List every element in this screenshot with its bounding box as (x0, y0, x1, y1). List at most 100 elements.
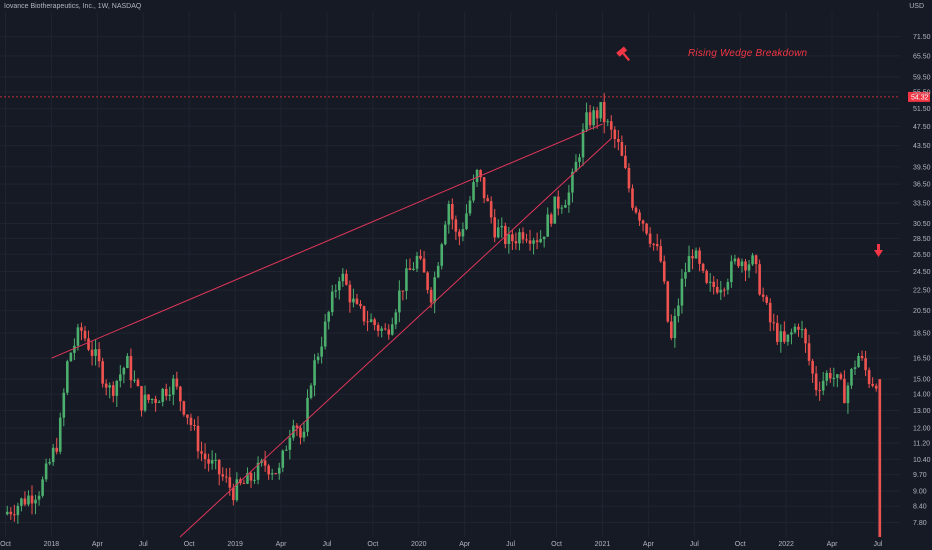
candle-body (617, 139, 620, 142)
candle-body (270, 473, 274, 475)
candle-body (108, 385, 112, 388)
candle-body (737, 258, 740, 267)
candle-body (571, 171, 574, 193)
candle-body (210, 460, 214, 464)
candle-body (412, 268, 415, 271)
y-tick-label: 9.70 (913, 472, 927, 479)
last-price-line: 54.32 (0, 91, 930, 102)
candle-body (680, 278, 684, 306)
candle-body (147, 394, 150, 400)
candle-body (482, 177, 486, 199)
candle-body (638, 212, 641, 221)
candle-body (783, 331, 786, 342)
y-tick-label: 24.50 (913, 269, 931, 276)
last-price-badge (908, 91, 930, 102)
candle-body (80, 327, 83, 331)
y-tick-label: 51.50 (913, 106, 931, 113)
candle-body (373, 319, 376, 326)
candles (5, 93, 882, 537)
candle-body (253, 479, 256, 481)
y-tick-label: 18.50 (913, 331, 931, 338)
candle-body (786, 334, 790, 342)
candle-body (9, 511, 13, 515)
candle-body (443, 224, 447, 245)
candle-body (648, 233, 652, 244)
y-tick-label: 65.50 (913, 53, 931, 60)
candle-body (521, 232, 525, 240)
candle-body (390, 324, 394, 335)
candle-body (666, 281, 670, 322)
candle-body (705, 270, 708, 283)
candle-body (154, 398, 157, 403)
candle-body (90, 349, 94, 356)
candle-body (164, 388, 168, 396)
candle-body (719, 289, 723, 293)
candle-body (320, 346, 323, 357)
candle-body (161, 388, 164, 402)
candle-body (256, 462, 260, 480)
candle-body (775, 323, 779, 342)
candle-body (436, 265, 440, 278)
candle-body (186, 414, 189, 418)
candle-body (44, 463, 48, 480)
candle-body (143, 394, 147, 411)
candle-body (422, 258, 426, 273)
x-tick-label: Jul (322, 541, 331, 548)
candle-body (740, 261, 744, 267)
candle-body (715, 286, 719, 293)
candle-body (83, 330, 87, 339)
x-tick-label: 2018 (44, 541, 60, 548)
candle-body (323, 321, 327, 347)
candle-body (429, 289, 433, 303)
candle-body (465, 213, 468, 230)
candle-body (249, 473, 253, 481)
candle-body (768, 302, 772, 323)
candle-body (677, 305, 680, 317)
candle-body (846, 385, 850, 404)
candle-body (214, 459, 217, 461)
candle-body (20, 498, 23, 506)
candle-body (16, 505, 20, 516)
candle-body (811, 360, 814, 374)
candle-body (196, 425, 200, 452)
candle-body (23, 498, 27, 505)
candle-body (472, 181, 475, 201)
candle-body (355, 298, 359, 304)
candle-body (684, 272, 687, 279)
last-price-label: 54.32 (911, 94, 929, 101)
x-tick-label: 2020 (411, 541, 427, 548)
candle-body (34, 499, 37, 504)
candle-body (698, 250, 701, 264)
grid (0, 12, 900, 537)
candle-body (387, 329, 391, 335)
annotation-icons (616, 46, 883, 257)
candle-body (754, 255, 758, 265)
candle-body (857, 355, 860, 368)
candle-body (55, 447, 59, 452)
candle-body (5, 511, 9, 515)
y-tick-label: 22.50 (913, 288, 931, 295)
x-tick-label: Apr (276, 541, 288, 548)
candle-body (479, 170, 482, 178)
x-tick-label: Jul (873, 541, 882, 548)
candle-body (843, 378, 846, 404)
candle-body (712, 281, 716, 287)
candle-body (797, 326, 800, 330)
candle-body (433, 277, 436, 303)
candle-body (701, 263, 705, 271)
candle-body (263, 460, 267, 466)
candle-body (581, 129, 585, 158)
candle-body (836, 374, 839, 378)
candle-body (111, 385, 115, 396)
y-tick-label: 15.00 (913, 377, 931, 384)
candle-body (564, 205, 567, 208)
candle-body (514, 241, 518, 244)
candle-body (334, 290, 338, 292)
candle-body (316, 356, 320, 361)
candle-body (104, 383, 108, 388)
candle-body (313, 360, 316, 386)
candle-body (398, 290, 401, 313)
candle-body (41, 479, 44, 496)
candle-body (578, 157, 581, 162)
